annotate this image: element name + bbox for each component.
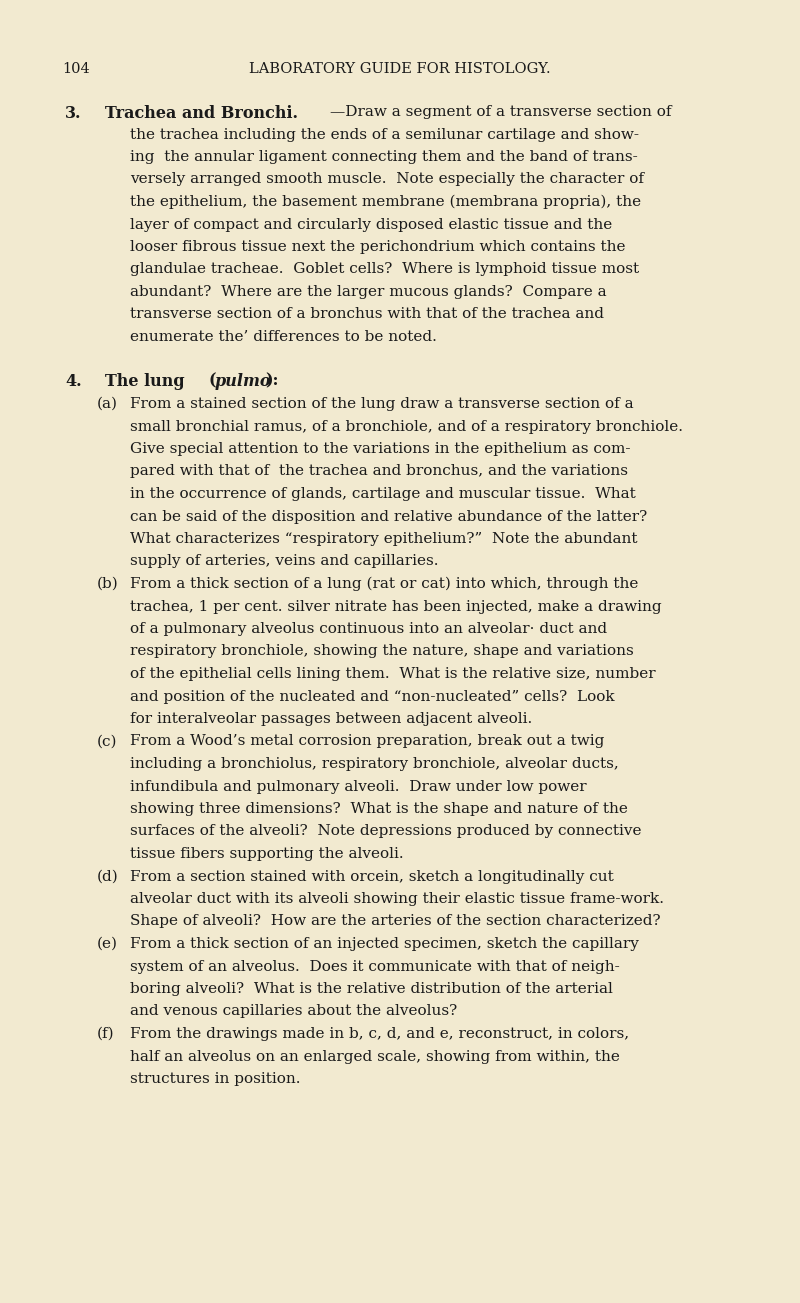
Text: enumerate the’ differences to be noted.: enumerate the’ differences to be noted.: [130, 330, 437, 344]
Text: half an alveolus on an enlarged scale, showing from within, the: half an alveolus on an enlarged scale, s…: [130, 1049, 620, 1063]
Text: (d): (d): [97, 869, 118, 883]
Text: boring alveoli?  What is the relative distribution of the arterial: boring alveoli? What is the relative dis…: [130, 982, 613, 995]
Text: pulmo: pulmo: [215, 373, 271, 390]
Text: (: (: [208, 373, 216, 390]
Text: looser fibrous tissue next the perichondrium which contains the: looser fibrous tissue next the perichond…: [130, 240, 626, 254]
Text: From a stained section of the lung draw a transverse section of a: From a stained section of the lung draw …: [130, 397, 634, 410]
Text: tissue fibers supporting the alveoli.: tissue fibers supporting the alveoli.: [130, 847, 404, 861]
Text: LABORATORY GUIDE FOR HISTOLOGY.: LABORATORY GUIDE FOR HISTOLOGY.: [249, 63, 551, 76]
Text: What characterizes “respiratory epithelium?”  Note the abundant: What characterizes “respiratory epitheli…: [130, 532, 638, 546]
Text: transverse section of a bronchus with that of the trachea and: transverse section of a bronchus with th…: [130, 308, 604, 322]
Text: 3.: 3.: [65, 106, 82, 122]
Text: for interalveolar passages between adjacent alveoli.: for interalveolar passages between adjac…: [130, 711, 532, 726]
Text: ing  the annular ligament connecting them and the band of trans-: ing the annular ligament connecting them…: [130, 150, 638, 164]
Text: glandulae tracheae.  Goblet cells?  Where is lymphoid tissue most: glandulae tracheae. Goblet cells? Where …: [130, 262, 639, 276]
Text: (e): (e): [97, 937, 118, 951]
Text: From the drawings made in b, c, d, and e, reconstruct, in colors,: From the drawings made in b, c, d, and e…: [130, 1027, 629, 1041]
Text: trachea, 1 per cent. silver nitrate has been injected, make a drawing: trachea, 1 per cent. silver nitrate has …: [130, 599, 662, 614]
Text: From a thick section of an injected specimen, sketch the capillary: From a thick section of an injected spec…: [130, 937, 639, 951]
Text: abundant?  Where are the larger mucous glands?  Compare a: abundant? Where are the larger mucous gl…: [130, 285, 606, 298]
Text: Shape of alveoli?  How are the arteries of the section characterized?: Shape of alveoli? How are the arteries o…: [130, 915, 661, 929]
Text: pared with that of  the trachea and bronchus, and the variations: pared with that of the trachea and bronc…: [130, 464, 628, 478]
Text: of the epithelial cells lining them.  What is the relative size, number: of the epithelial cells lining them. Wha…: [130, 667, 656, 681]
Text: (c): (c): [97, 735, 118, 748]
Text: and position of the nucleated and “non-nucleated” cells?  Look: and position of the nucleated and “non-n…: [130, 689, 614, 704]
Text: structures in position.: structures in position.: [130, 1072, 301, 1085]
Text: From a thick section of a lung (rat or cat) into which, through the: From a thick section of a lung (rat or c…: [130, 577, 638, 592]
Text: The lung: The lung: [105, 373, 190, 390]
Text: —Draw a segment of a transverse section of: —Draw a segment of a transverse section …: [330, 106, 671, 119]
Text: Give special attention to the variations in the epithelium as com-: Give special attention to the variations…: [130, 442, 630, 456]
Text: layer of compact and circularly disposed elastic tissue and the: layer of compact and circularly disposed…: [130, 218, 612, 232]
Text: ):: ):: [265, 373, 278, 390]
Text: respiratory bronchiole, showing the nature, shape and variations: respiratory bronchiole, showing the natu…: [130, 645, 634, 658]
Text: showing three dimensions?  What is the shape and nature of the: showing three dimensions? What is the sh…: [130, 803, 628, 816]
Text: From a section stained with orcein, sketch a longitudinally cut: From a section stained with orcein, sket…: [130, 869, 614, 883]
Text: Trachea and Bronchi.: Trachea and Bronchi.: [105, 106, 298, 122]
Text: From a Wood’s metal corrosion preparation, break out a twig: From a Wood’s metal corrosion preparatio…: [130, 735, 604, 748]
Text: 4.: 4.: [65, 373, 82, 390]
Text: and venous capillaries about the alveolus?: and venous capillaries about the alveolu…: [130, 1005, 458, 1019]
Text: can be said of the disposition and relative abundance of the latter?: can be said of the disposition and relat…: [130, 509, 647, 524]
Text: surfaces of the alveoli?  Note depressions produced by connective: surfaces of the alveoli? Note depression…: [130, 825, 642, 839]
Text: (f): (f): [97, 1027, 114, 1041]
Text: the epithelium, the basement membrane (membrana propria), the: the epithelium, the basement membrane (m…: [130, 195, 641, 210]
Text: system of an alveolus.  Does it communicate with that of neigh-: system of an alveolus. Does it communica…: [130, 959, 620, 973]
Text: the trachea including the ends of a semilunar cartilage and show-: the trachea including the ends of a semi…: [130, 128, 639, 142]
Text: versely arranged smooth muscle.  Note especially the character of: versely arranged smooth muscle. Note esp…: [130, 172, 644, 186]
Text: of a pulmonary alveolus continuous into an alveolar· duct and: of a pulmonary alveolus continuous into …: [130, 622, 607, 636]
Text: supply of arteries, veins and capillaries.: supply of arteries, veins and capillarie…: [130, 555, 438, 568]
Text: small bronchial ramus, of a bronchiole, and of a respiratory bronchiole.: small bronchial ramus, of a bronchiole, …: [130, 420, 683, 434]
Text: in the occurrence of glands, cartilage and muscular tissue.  What: in the occurrence of glands, cartilage a…: [130, 487, 636, 500]
Text: infundibula and pulmonary alveoli.  Draw under low power: infundibula and pulmonary alveoli. Draw …: [130, 779, 586, 794]
Text: (b): (b): [97, 577, 118, 592]
Text: including a bronchiolus, respiratory bronchiole, alveolar ducts,: including a bronchiolus, respiratory bro…: [130, 757, 618, 771]
Text: alveolar duct with its alveoli showing their elastic tissue frame-work.: alveolar duct with its alveoli showing t…: [130, 893, 664, 906]
Text: (a): (a): [97, 397, 118, 410]
Text: 104: 104: [62, 63, 90, 76]
